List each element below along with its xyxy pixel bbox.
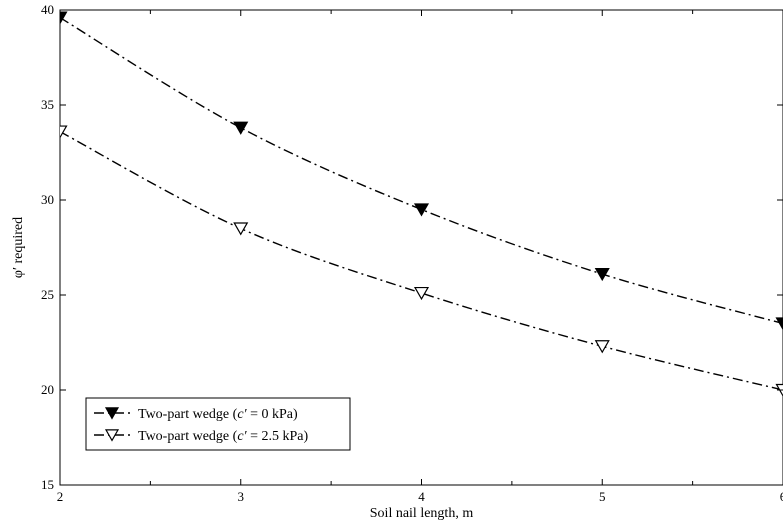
x-tick-label: 4	[418, 489, 425, 504]
series-1-marker	[594, 267, 610, 282]
series-1-marker	[775, 317, 783, 331]
legend-label-2: Two-part wedge (c′ = 2.5 kPa)	[138, 429, 308, 444]
y-tick-label: 20	[41, 382, 54, 397]
y-tick-label: 40	[41, 2, 54, 17]
legend-label-1: Two-part wedge (c′ = 0 kPa)	[138, 407, 298, 422]
series-1-marker	[60, 11, 68, 25]
y-axis-title: φ′ required	[11, 217, 26, 278]
x-tick-label: 6	[780, 489, 783, 504]
y-tick-label: 35	[41, 97, 54, 112]
series-2-marker	[233, 222, 249, 236]
series-2-marker	[594, 340, 610, 354]
legend-marker-1	[104, 407, 120, 420]
series-1-marker	[413, 203, 430, 217]
series-1-marker	[233, 121, 249, 135]
legend-box	[85, 397, 351, 451]
series-2-marker	[60, 125, 68, 139]
x-tick-label: 2	[57, 489, 64, 504]
x-tick-label: 5	[599, 489, 606, 504]
legend-marker-2	[104, 429, 120, 442]
x-tick-label: 3	[238, 489, 245, 504]
series-line-2	[60, 130, 783, 391]
x-axis-title: Soil nail length, m	[370, 506, 474, 521]
y-tick-label: 25	[41, 287, 54, 302]
series-2-marker	[413, 286, 430, 301]
y-tick-label: 15	[41, 477, 54, 492]
y-tick-label: 30	[41, 192, 54, 207]
